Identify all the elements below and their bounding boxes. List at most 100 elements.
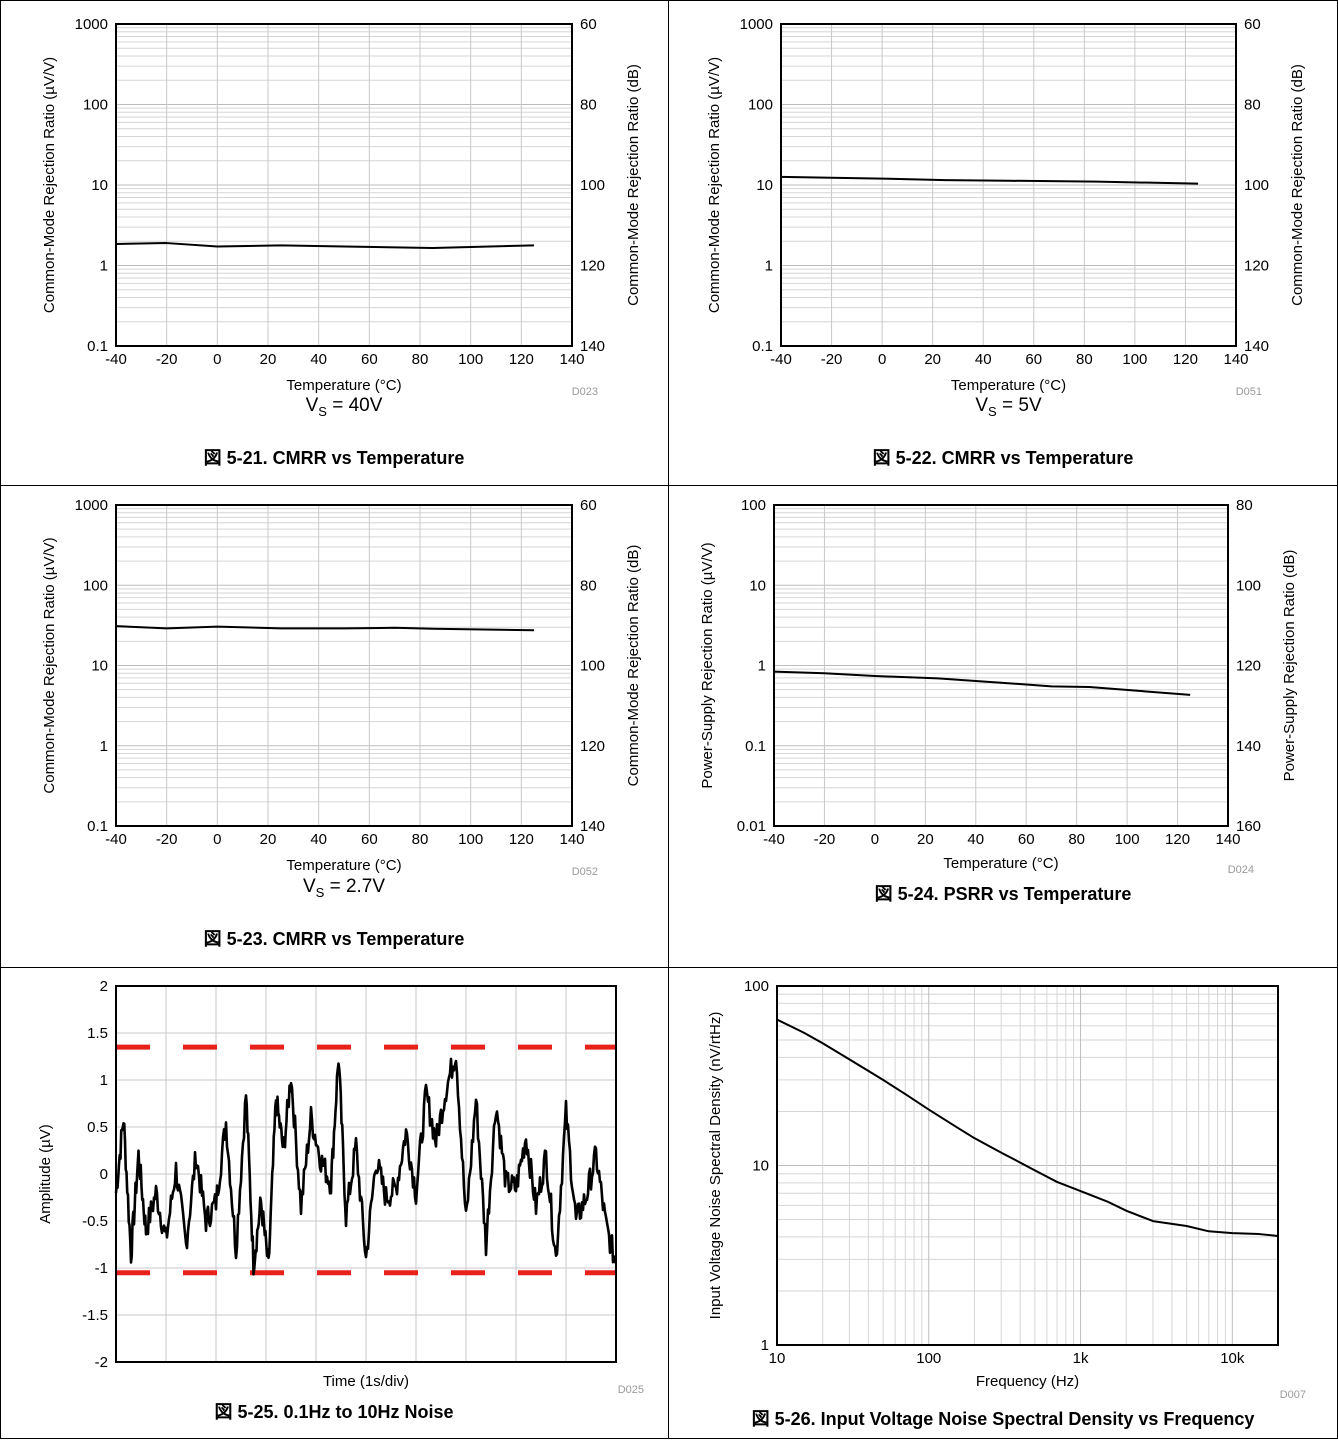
frame-row-divider-2 <box>0 967 1338 968</box>
y-tick-label: -2 <box>95 1354 108 1371</box>
x-tick-label: 1k <box>1073 1350 1089 1367</box>
x-tick-label: 40 <box>310 351 327 368</box>
x-tick-label: 60 <box>1025 351 1042 368</box>
figure-code: D023 <box>572 386 598 398</box>
x-tick-label: 40 <box>310 831 327 848</box>
x-tick-label: 120 <box>1165 831 1190 848</box>
y-tick-label: 0.5 <box>87 1119 108 1136</box>
chart-fig-5-23: 0.1 1 10 100 1000 140 120 100 80 60 -40 -20 0 20 40 60 8… <box>41 497 642 949</box>
series-line <box>776 1018 1279 1237</box>
x-tick-label: -20 <box>156 351 178 368</box>
x-tick-label: 0 <box>878 351 886 368</box>
chart-subtitle: VS = 5V <box>975 395 1042 419</box>
series-line <box>780 175 1199 185</box>
x-tick-label: 100 <box>458 831 483 848</box>
x-axis-label: Temperature (°C) <box>286 377 401 394</box>
chart-fig-5-22: 0.1 1 10 100 1000 140 120 100 80 60 -40 -20 0 20 40 60 8… <box>706 16 1306 468</box>
x-tick-label: 40 <box>967 831 984 848</box>
y2-tick-label: 100 <box>580 177 605 194</box>
y2-axis-label: Common-Mode Rejection Ratio (dB) <box>625 545 642 787</box>
y-tick-label: 1000 <box>75 16 108 33</box>
y-tick-label: 0.1 <box>87 338 108 355</box>
y-tick-label: 0 <box>100 1166 108 1183</box>
plot-frame <box>773 504 1229 827</box>
plot-frame <box>115 985 617 1363</box>
y2-tick-label: 120 <box>580 738 605 755</box>
y2-tick-label: 80 <box>580 97 597 114</box>
y-tick-label: -1.5 <box>82 1307 108 1324</box>
gridlines <box>773 505 1229 827</box>
chart-subtitle: VS = 40V <box>306 395 383 419</box>
x-tick-label: 100 <box>1122 351 1147 368</box>
y-axis-label: Power-Supply Rejection Ratio (µV/V) <box>699 542 716 788</box>
figure-caption: 図 5-22. CMRR vs Temperature <box>873 448 1134 468</box>
y-tick-label: 100 <box>83 97 108 114</box>
x-axis-label: Time (1s/div) <box>323 1373 409 1390</box>
y2-tick-label: 100 <box>1244 177 1269 194</box>
x-tick-label: 0 <box>871 831 879 848</box>
x-tick-label: 80 <box>412 831 429 848</box>
y2-axis-label: Common-Mode Rejection Ratio (dB) <box>1289 64 1306 306</box>
plot-frame <box>780 23 1237 347</box>
x-tick-label: 0 <box>213 831 221 848</box>
plot-frame <box>115 23 573 347</box>
y2-tick-label: 100 <box>580 658 605 675</box>
x-tick-label: 20 <box>260 351 277 368</box>
y-tick-label: 1.5 <box>87 1025 108 1042</box>
x-tick-label: 80 <box>412 351 429 368</box>
figure-code: D025 <box>618 1384 644 1396</box>
y2-tick-label: 140 <box>1236 738 1261 755</box>
x-tick-label: 60 <box>361 831 378 848</box>
x-tick-label: 100 <box>916 1350 941 1367</box>
y2-tick-label: 120 <box>1244 258 1269 275</box>
chart-fig-5-25: -2 -1.5 -1 -0.5 0 0.5 1 1.5 2 Time (1s/div) Amplit… <box>37 978 644 1422</box>
y-tick-label: 10 <box>91 177 108 194</box>
plot-frame <box>776 985 1279 1346</box>
y-axis-label: Input Voltage Noise Spectral Density (nV… <box>707 1012 724 1320</box>
y-tick-label: 100 <box>741 497 766 514</box>
y-tick-label: 1 <box>100 1072 108 1089</box>
figure-code: D024 <box>1228 864 1254 876</box>
y-axis-label: Common-Mode Rejection Ratio (µV/V) <box>41 57 58 313</box>
y-tick-label: 2 <box>100 978 108 995</box>
figure-caption: 図 5-21. CMRR vs Temperature <box>204 448 465 468</box>
y2-tick-label: 60 <box>1244 16 1261 33</box>
chart-subtitle: VS = 2.7V <box>303 876 385 900</box>
x-tick-label: -20 <box>814 831 836 848</box>
x-tick-label: 120 <box>509 351 534 368</box>
chart-fig-5-21: 0.1 1 10 100 1000 140 120 100 80 60 -40 -20 0 20 40 60 8… <box>41 16 642 468</box>
series-line <box>773 670 1191 696</box>
figure-code: D052 <box>572 866 598 878</box>
x-axis-label: Temperature (°C) <box>286 857 401 874</box>
y-tick-label: 1 <box>765 258 773 275</box>
figure-caption: 図 5-25. 0.1Hz to 10Hz Noise <box>214 1402 453 1422</box>
frame-row-divider-1 <box>0 485 1338 486</box>
x-tick-label: 40 <box>975 351 992 368</box>
figure-caption: 図 5-23. CMRR vs Temperature <box>204 929 465 949</box>
y2-tick-label: 160 <box>1236 818 1261 835</box>
gridlines <box>116 985 616 1363</box>
y-tick-label: 0.1 <box>752 338 773 355</box>
y-tick-label: -1 <box>95 1260 108 1277</box>
y-tick-label: 10 <box>752 1158 769 1175</box>
x-tick-label: 140 <box>559 831 584 848</box>
figure-caption: 図 5-24. PSRR vs Temperature <box>875 884 1132 904</box>
series-line <box>115 625 535 632</box>
y2-tick-label: 80 <box>1236 497 1253 514</box>
y-tick-label: 0.01 <box>737 818 766 835</box>
frame-left <box>0 0 1 1439</box>
x-tick-label: 60 <box>1018 831 1035 848</box>
plot-frame <box>115 504 573 827</box>
x-tick-label: 10k <box>1220 1350 1245 1367</box>
y-tick-label: 1000 <box>75 497 108 514</box>
x-tick-label: -40 <box>105 351 127 368</box>
x-tick-label: -20 <box>821 351 843 368</box>
x-tick-label: 100 <box>458 351 483 368</box>
series-line <box>115 242 535 249</box>
y-tick-label: 1 <box>100 738 108 755</box>
x-tick-label: 60 <box>361 351 378 368</box>
x-tick-label: 10 <box>769 1350 786 1367</box>
x-tick-label: 20 <box>924 351 941 368</box>
